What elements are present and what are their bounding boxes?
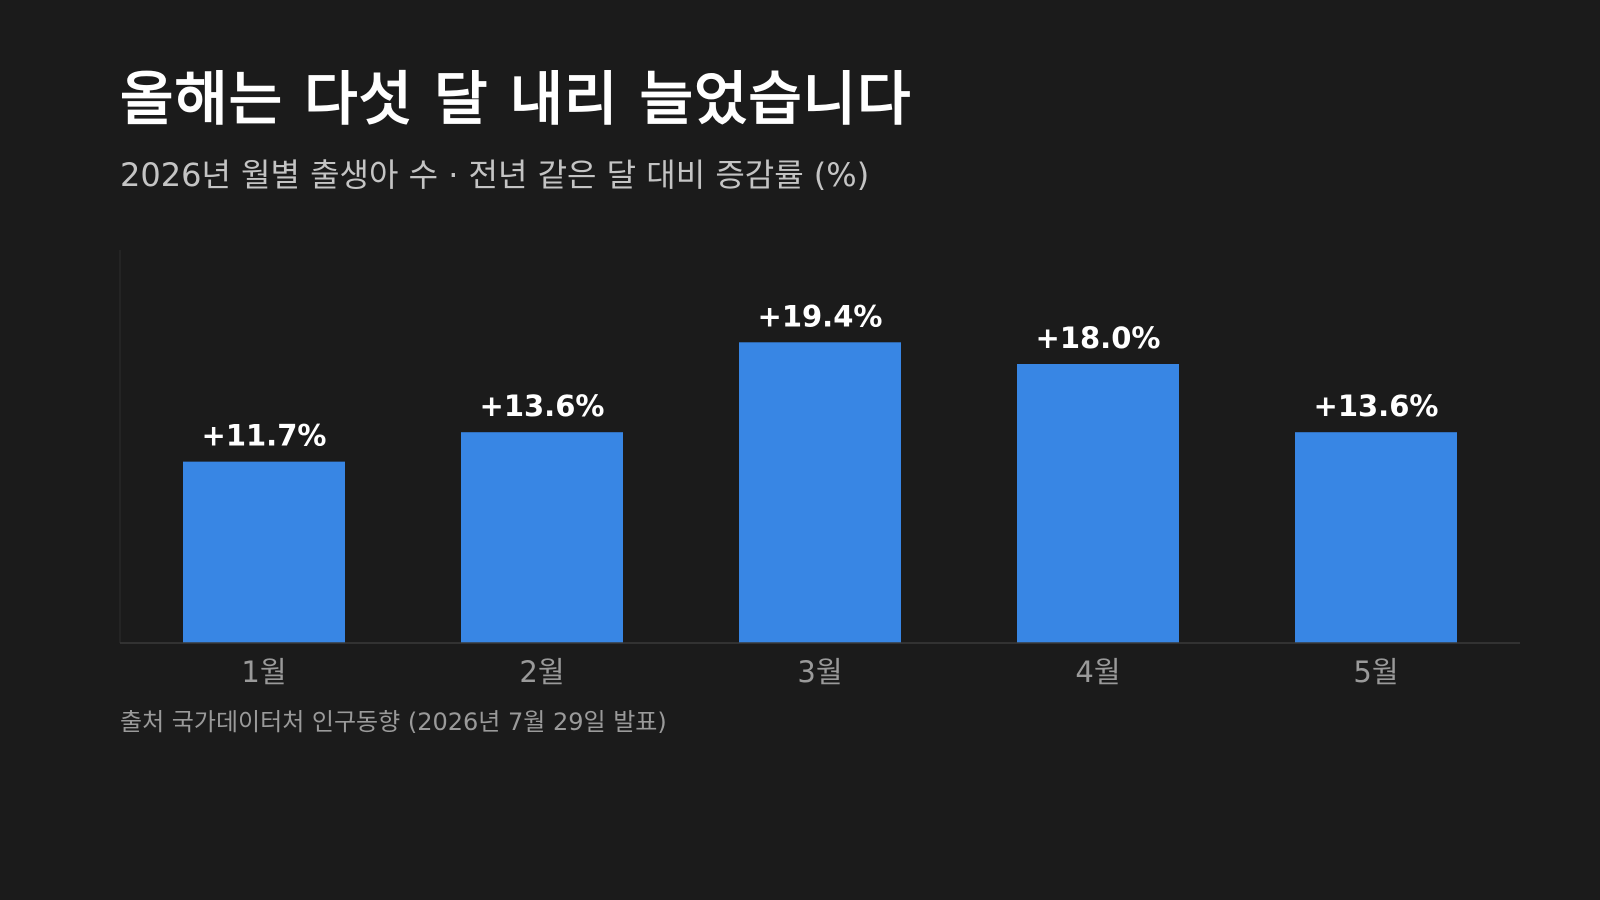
bars-group: +11.7% 1월 +13.6% 2월 +19.4% 3월 +18.0% 4월 +13.6% 5월	[183, 299, 1457, 689]
bar-3	[739, 342, 901, 643]
x-tick-label-2: 2월	[519, 655, 564, 689]
value-label-1: +11.7%	[202, 419, 327, 453]
source-note: 출처 국가데이터처 인구동향 (2026년 7월 29일 발표)	[120, 708, 667, 736]
chart-subtitle: 2026년 월별 출생아 수 · 전년 같은 달 대비 증감률 (%)	[120, 156, 870, 194]
chart-title: 올해는 다섯 달 내리 늘었습니다	[120, 65, 912, 133]
x-tick-label-3: 3월	[797, 655, 842, 689]
value-label-4: +18.0%	[1036, 321, 1161, 355]
value-label-5: +13.6%	[1314, 389, 1439, 423]
bar-4	[1017, 364, 1179, 643]
bar-5	[1295, 432, 1457, 643]
bar-2	[461, 432, 623, 643]
value-label-2: +13.6%	[480, 389, 605, 423]
x-tick-label-4: 4월	[1075, 655, 1120, 689]
bar-1	[183, 461, 345, 643]
x-tick-label-1: 1월	[241, 655, 286, 689]
x-tick-label-5: 5월	[1353, 655, 1398, 689]
value-label-3: +19.4%	[758, 299, 883, 333]
